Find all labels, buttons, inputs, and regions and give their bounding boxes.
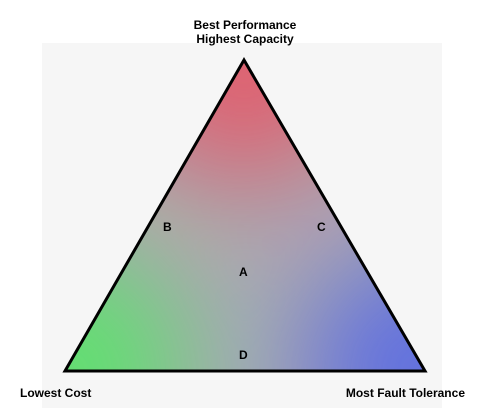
point-a-label: A bbox=[239, 265, 248, 279]
triangle-outline bbox=[62, 57, 428, 373]
bottom-right-vertex-label: Most Fault Tolerance bbox=[345, 386, 465, 400]
top-vertex-label: Best Performance Highest Capacity bbox=[0, 18, 483, 46]
top-vertex-line1: Best Performance bbox=[193, 18, 297, 32]
point-c-label: C bbox=[317, 220, 326, 234]
point-b-label: B bbox=[163, 220, 172, 234]
point-d-label: D bbox=[239, 348, 248, 362]
bottom-left-vertex-label: Lowest Cost bbox=[20, 386, 92, 400]
top-vertex-line2: Highest Capacity bbox=[196, 32, 294, 46]
